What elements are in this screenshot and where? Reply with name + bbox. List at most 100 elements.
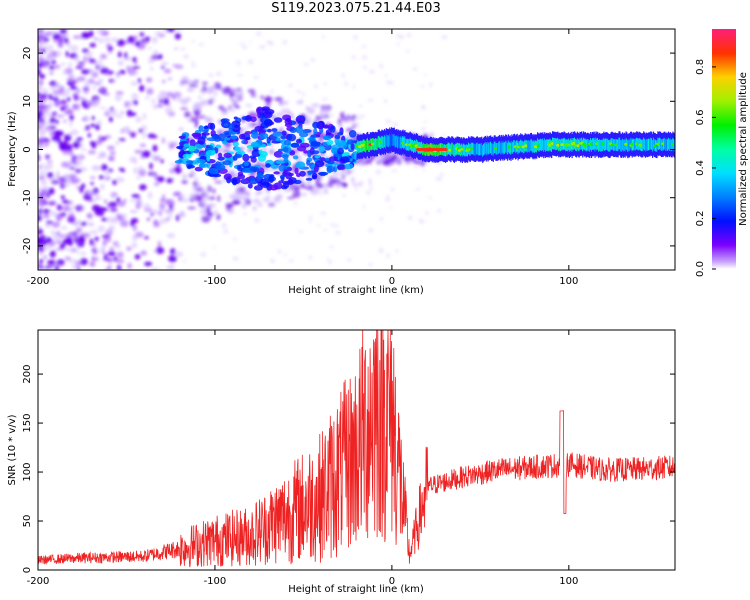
spectrogram-cluster <box>314 160 325 168</box>
spectrogram-blob <box>139 143 146 148</box>
spectrogram-blob <box>180 107 188 110</box>
spectrogram-blob <box>298 230 304 233</box>
spectrogram-band-inner <box>546 139 548 152</box>
spectrogram-blob <box>145 96 150 100</box>
spectrogram-blob <box>56 114 64 118</box>
spectrogram-band-inner <box>669 138 671 150</box>
spectrogram-blob <box>328 260 332 265</box>
spectrogram-band-inner <box>480 143 482 156</box>
spectrogram-blob <box>308 255 313 260</box>
spectrogram-blob <box>204 116 213 122</box>
spectrogram-blob <box>441 35 448 39</box>
spectrogram-band-inner <box>392 134 394 146</box>
spectrogram-blob <box>89 43 97 48</box>
spectrogram-blob <box>323 228 327 232</box>
spectrogram-blob <box>154 31 164 36</box>
spectrogram-blob <box>45 220 54 224</box>
spectrogram-blob <box>69 77 76 82</box>
spectrogram-blob <box>116 200 126 207</box>
spectrogram-blob <box>98 58 102 65</box>
spectrogram-blob <box>392 122 398 126</box>
spectrogram-blob <box>168 255 177 263</box>
spectrogram-band-inner <box>384 136 386 149</box>
spectrogram-blob <box>80 251 87 256</box>
spectrogram-band-inner <box>497 142 499 155</box>
spectrogram-band-inner <box>601 139 603 152</box>
spectrogram-cluster <box>273 150 284 158</box>
spectrogram-blob <box>94 197 99 202</box>
spectrogram-blob <box>329 223 335 226</box>
spectrogram-blob <box>103 235 112 243</box>
spectrogram-blob <box>153 219 158 225</box>
spectrogram-blob <box>390 81 394 85</box>
spectrogram-blob <box>176 96 183 103</box>
spectrogram-band-inner <box>661 139 663 151</box>
spectrogram-blob <box>107 145 115 151</box>
spectrogram-blob <box>346 258 352 262</box>
spectrogram-blob <box>120 111 124 114</box>
spectrogram-cluster <box>302 129 312 133</box>
spectrogram-band-inner <box>386 135 388 147</box>
spectrogram-cluster <box>209 122 216 131</box>
spectrogram-blob <box>178 211 186 218</box>
spectrogram-blob <box>40 104 45 110</box>
spectrogram-cluster <box>218 152 223 158</box>
spectrogram-blob <box>309 215 313 220</box>
spectrogram-band-inner <box>404 136 406 148</box>
spectrogram-blob <box>41 39 46 45</box>
spectrogram-blob <box>126 246 132 251</box>
spectrogram-blob <box>175 214 180 222</box>
spectrogram-blob <box>116 176 125 183</box>
spectrogram-band-inner <box>368 140 371 153</box>
spectrogram-cluster <box>275 137 281 142</box>
spectrogram-blob <box>134 253 141 260</box>
spectrogram-blob <box>174 33 181 40</box>
spectrogram-cluster <box>310 134 317 138</box>
spectrogram-blob <box>183 259 186 263</box>
spectrogram-blob <box>265 194 272 200</box>
spectrogram-band-inner <box>481 143 483 155</box>
spectrogram-blob <box>386 194 390 198</box>
spectrogram-band-inner <box>476 142 478 155</box>
x-tick-label: -100 <box>204 576 227 587</box>
spectrogram-band-inner <box>368 140 370 152</box>
spectrogram-blob <box>132 224 137 232</box>
spectrogram-blob <box>201 85 208 93</box>
spectrogram-cluster <box>224 137 231 141</box>
spectrogram-cluster <box>311 175 317 180</box>
spectrogram-band-inner <box>390 135 392 147</box>
spectrogram-blob <box>124 52 128 59</box>
spectrogram-blob <box>354 187 358 191</box>
spectrogram-blob <box>76 186 80 189</box>
spectrogram-blob <box>44 44 54 51</box>
spectrogram-blob <box>119 69 126 75</box>
spectrogram-blob <box>198 95 202 100</box>
spectrogram-cluster <box>307 170 312 176</box>
spectrogram-band-inner <box>621 140 623 152</box>
spectrogram-band-inner <box>382 136 384 148</box>
spectrogram-band-inner <box>559 138 561 151</box>
spectrogram-blob <box>379 64 384 69</box>
spectrogram-blob <box>423 120 427 123</box>
spectrogram-blob <box>320 211 327 215</box>
spectrogram-blob <box>61 161 70 168</box>
spectrogram-blob <box>40 178 48 186</box>
spectrogram-blob <box>362 55 368 60</box>
spectrogram-blob <box>94 165 102 171</box>
spectrogram-blob <box>76 88 81 93</box>
spectrogram-band-inner <box>485 143 487 156</box>
spectrogram-blob <box>344 118 349 124</box>
spectrogram-cluster <box>295 161 306 169</box>
spectrogram-blob <box>38 197 47 203</box>
spectrogram-band-inner <box>477 143 479 156</box>
spectrogram-band-inner <box>451 142 453 155</box>
spectrogram-band-inner <box>576 138 578 150</box>
spectrogram-blob <box>38 236 42 244</box>
spectrogram-blob <box>73 259 83 263</box>
spectrogram-blob <box>335 183 342 188</box>
spectrogram-blob <box>389 206 393 209</box>
spectrogram-band-inner <box>391 134 394 146</box>
spectrogram-blob <box>41 88 49 93</box>
spectrogram-blob <box>76 97 85 100</box>
